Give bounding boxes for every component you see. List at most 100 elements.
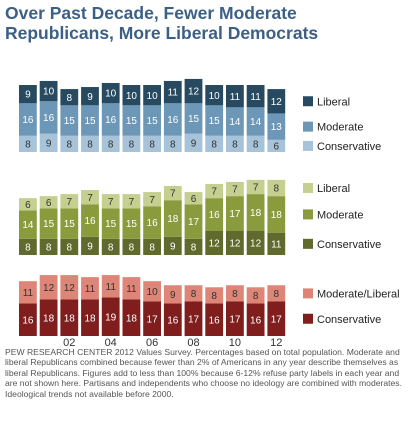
data-label: 6 [46, 198, 52, 209]
data-label: 16 [250, 315, 262, 326]
bar-g1-moderate-2000 [19, 210, 37, 239]
data-label: 8 [67, 93, 73, 104]
bar-g0-moderate-2004 [101, 103, 120, 136]
data-label: 12 [188, 87, 200, 98]
data-label: 15 [84, 116, 96, 127]
bar-g0-conservative-2009 [205, 135, 224, 152]
bar-g0-liberal-2002 [60, 89, 79, 106]
data-label: 16 [43, 113, 55, 124]
bar-g2-moderate-liberal-2009 [205, 287, 224, 304]
data-label: 14 [250, 117, 262, 128]
bar-g0-conservative-2001 [39, 133, 58, 152]
data-label: 17 [188, 217, 200, 228]
bar-g1-conservative-2011 [246, 230, 265, 255]
data-label: 11 [23, 288, 34, 299]
bar-g0-liberal-2003 [81, 87, 99, 106]
data-label: 17 [229, 209, 241, 220]
legend-label: Moderate [317, 209, 363, 221]
bar-g2-moderate-liberal-2004 [101, 275, 120, 298]
legend-label: Moderate [317, 122, 363, 134]
legend-swatch [303, 183, 313, 194]
bar-g1-liberal-2000 [19, 198, 37, 211]
bar-g1-moderate-2009 [205, 198, 224, 231]
bar-g0-conservative-2012 [267, 139, 286, 152]
x-tick-label: 06 [146, 337, 158, 349]
data-label: 8 [170, 139, 176, 150]
data-label: 8 [191, 289, 197, 300]
data-label: 8 [67, 139, 73, 150]
bar-g0-conservative-2005 [122, 135, 141, 152]
data-label: 10 [147, 91, 159, 102]
bar-g0-moderate-2008 [184, 103, 203, 134]
bar-g0-liberal-2011 [246, 85, 265, 108]
data-label: 18 [43, 313, 55, 324]
data-label: 6 [274, 142, 280, 153]
bar-g0-conservative-2007 [163, 135, 182, 152]
bar-g0-liberal-2012 [267, 89, 286, 114]
bar-g1-moderate-2006 [143, 206, 161, 239]
data-label: 8 [274, 184, 280, 195]
bar-g2-moderate-liberal-2002 [60, 275, 79, 300]
bar-g2-conservative-2009 [205, 303, 224, 336]
data-label: 15 [43, 219, 55, 230]
data-label: 9 [87, 92, 93, 103]
bar-g1-conservative-2006 [143, 238, 161, 255]
bar-g0-liberal-2000 [19, 85, 37, 104]
data-label: 7 [149, 195, 155, 206]
data-label: 8 [108, 242, 114, 253]
data-label: 16 [22, 315, 34, 326]
data-label: 17 [188, 314, 200, 325]
bar-g0-liberal-2007 [163, 80, 182, 104]
data-label: 12 [271, 97, 283, 108]
bar-g2-conservative-2008 [184, 301, 203, 336]
data-label: 9 [170, 241, 176, 252]
data-label: 16 [22, 115, 34, 126]
footnote: PEW RESEARCH CENTER 2012 Values Survey. … [5, 347, 402, 399]
bar-g1-liberal-2009 [205, 183, 224, 199]
bar-g1-conservative-2009 [205, 230, 224, 255]
bar-g1-conservative-2000 [19, 238, 37, 255]
data-label: 10 [209, 91, 221, 102]
data-label: 8 [25, 139, 31, 150]
legend-swatch [303, 288, 313, 299]
bar-g1-liberal-2002 [60, 194, 79, 209]
data-label: 12 [64, 283, 76, 294]
bar-g1-conservative-2008 [184, 238, 203, 255]
data-label: 15 [64, 116, 76, 127]
data-label: 8 [211, 291, 217, 302]
bar-g0-liberal-2005 [122, 85, 141, 106]
bar-g2-conservative-2001 [39, 299, 58, 336]
bar-g2-conservative-2011 [246, 303, 265, 336]
bar-g1-moderate-2005 [122, 208, 141, 239]
data-label: 15 [209, 116, 221, 127]
bar-g1-moderate-2008 [184, 204, 203, 239]
data-label: 17 [229, 314, 241, 325]
bar-g1-liberal-2004 [101, 194, 120, 209]
bar-g1-conservative-2012 [267, 232, 286, 255]
bar-g0-moderate-2002 [60, 105, 79, 136]
bar-g1-moderate-2004 [101, 208, 120, 239]
bar-g0-conservative-2006 [143, 135, 161, 152]
data-label: 11 [230, 92, 241, 103]
bar-g0-moderate-2010 [226, 107, 244, 136]
data-label: 9 [46, 138, 52, 149]
legend-label: Conservative [317, 141, 381, 153]
bar-g1-conservative-2003 [81, 236, 99, 255]
bar-g0-liberal-2004 [101, 82, 120, 104]
data-label: 8 [253, 291, 259, 302]
data-label: 7 [170, 189, 176, 200]
bar-g1-conservative-2002 [60, 238, 79, 255]
data-label: 8 [274, 289, 280, 300]
legend-label: Moderate/Liberal [317, 288, 400, 300]
bar-g1-liberal-2005 [122, 194, 141, 209]
bar-g0-moderate-2006 [143, 105, 161, 136]
bar-g0-conservative-2008 [184, 133, 203, 152]
bar-g2-conservative-2004 [101, 297, 120, 336]
bar-g1-liberal-2001 [39, 196, 58, 209]
bar-g0-moderate-2001 [39, 101, 58, 134]
data-label: 18 [64, 313, 76, 324]
data-label: 8 [232, 139, 238, 150]
bar-g0-conservative-2003 [81, 135, 99, 152]
x-tick-label: 10 [229, 337, 241, 349]
